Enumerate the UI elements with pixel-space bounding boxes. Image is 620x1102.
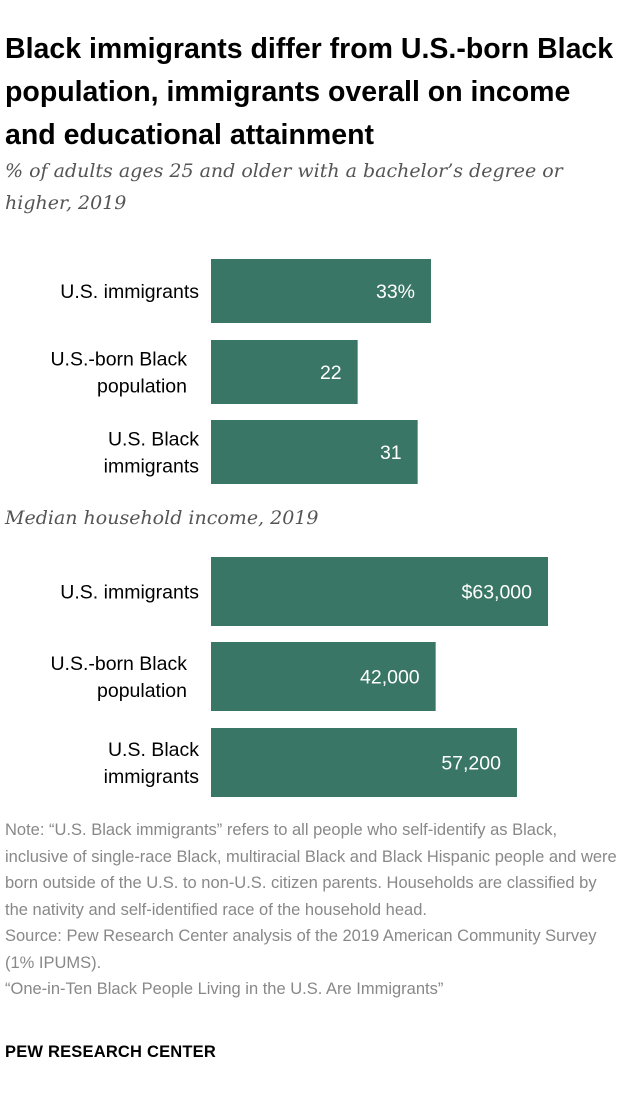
report-title-text: “One-in-Ten Black People Living in the U…: [5, 980, 444, 998]
bar: [211, 728, 517, 797]
value-label: 31: [380, 442, 402, 464]
category-label: U.S. immigrants: [60, 582, 199, 604]
category-label: U.S. Black: [108, 429, 199, 451]
value-label: 42,000: [360, 667, 420, 689]
education-subtitle: % of adults ages 25 and older with a bac…: [5, 160, 563, 214]
category-label: immigrants: [104, 766, 200, 788]
bar: [211, 420, 418, 484]
source-text: Source: Pew Research Center analysis of …: [5, 927, 597, 972]
chart-note: Note: “U.S. Black immigrants” refers to …: [5, 817, 617, 1003]
note-text: Note: “U.S. Black immigrants” refers to …: [5, 821, 617, 919]
category-label: immigrants: [104, 456, 200, 478]
category-label: U.S. immigrants: [60, 281, 199, 303]
value-label: 57,200: [441, 753, 501, 775]
bar: [211, 259, 431, 323]
category-label: population: [97, 376, 187, 398]
value-label: $63,000: [462, 582, 533, 604]
category-label: population: [97, 680, 187, 702]
category-label: U.S. Black: [108, 739, 199, 761]
bar: [211, 557, 548, 626]
value-label: 33%: [376, 281, 415, 303]
bar: [211, 340, 358, 404]
bar: [211, 642, 436, 711]
category-label: U.S.-born Black: [50, 349, 187, 371]
pew-logo-text: PEW RESEARCH CENTER: [5, 1043, 216, 1061]
income-subtitle: Median household income, 2019: [5, 507, 319, 529]
category-label: U.S.-born Black: [50, 653, 187, 675]
chart-title: Black immigrants differ from U.S.-born B…: [5, 33, 614, 151]
value-label: 22: [320, 362, 342, 384]
bar-chart-1: 33% U.S. immigrants 22 U.S.-born Black popul…: [50, 259, 431, 484]
bar-chart-2: $63,000 U.S. immigrants 42,000 U.S.-born Bl…: [50, 557, 548, 797]
